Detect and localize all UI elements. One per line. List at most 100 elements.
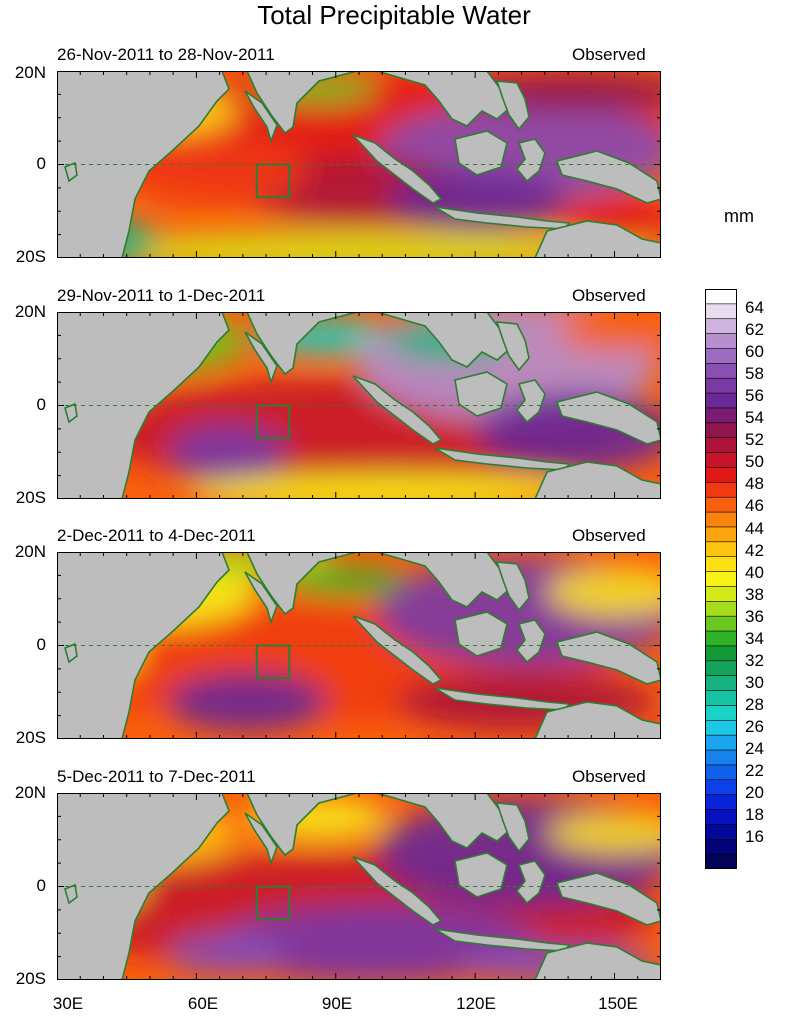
land-area — [376, 552, 514, 608]
land-area — [376, 312, 514, 368]
lat-label-20n: 20N — [14, 542, 46, 561]
colorbar-tick-label: 22 — [745, 761, 764, 781]
land-area — [139, 793, 358, 857]
colorbar-tick-label: 36 — [745, 606, 764, 626]
lat-label-20s: 20S — [15, 488, 46, 507]
map-panel-2 — [57, 312, 661, 499]
panel-2-label: Observed — [572, 286, 646, 305]
colorbar-swatch — [705, 615, 737, 632]
colorbar-swatch — [705, 511, 737, 528]
precip-water-map — [57, 71, 661, 258]
lat-label-20n: 20N — [14, 783, 46, 802]
panel-3-label: Observed — [572, 526, 646, 545]
region-box — [255, 644, 291, 680]
lat-label-20s: 20S — [15, 247, 46, 266]
land-area — [139, 552, 358, 616]
colorbar-swatch — [705, 809, 737, 825]
land-area — [64, 642, 78, 664]
colorbar-swatch — [705, 749, 737, 766]
units-label: mm — [724, 206, 754, 226]
lat-label-20n: 20N — [14, 63, 46, 82]
region-box — [255, 404, 291, 440]
colorbar-tick-label: 56 — [745, 386, 764, 406]
land-area — [376, 71, 514, 127]
colorbar-tick-label: 34 — [745, 628, 764, 648]
colorbar-swatch — [705, 318, 737, 335]
colorbar-swatch — [705, 601, 737, 617]
land-area — [555, 872, 661, 926]
lat-label-0: 0 — [36, 395, 46, 414]
panel-2-date-range: 29-Nov-2011 to 1-Dec-2011 — [57, 286, 266, 305]
colorbar-tick-label: 16 — [745, 827, 764, 847]
precip-water-map — [57, 793, 661, 980]
colorbar-swatch — [705, 422, 737, 439]
colorbar-tick-label: 38 — [745, 584, 764, 604]
colorbar-swatch — [705, 705, 737, 721]
colorbar-tick-label: 60 — [745, 342, 764, 362]
map-panel-1 — [57, 71, 661, 258]
colorbar-swatch — [705, 824, 737, 840]
region-box — [255, 885, 291, 921]
colorbar-swatch — [705, 645, 737, 662]
land-area — [64, 161, 78, 183]
land-area — [352, 856, 443, 926]
land-area — [57, 312, 230, 499]
lat-label-0: 0 — [36, 876, 46, 895]
panel-3-date-range: 2-Dec-2011 to 4-Dec-2011 — [57, 526, 256, 545]
land-area — [515, 138, 546, 183]
land-area — [352, 615, 443, 685]
lat-label-20s: 20S — [15, 969, 46, 988]
colorbar-swatch — [705, 764, 737, 781]
colorbar-swatch — [705, 333, 737, 350]
colorbar-swatch — [705, 630, 737, 647]
lat-label-20n: 20N — [14, 302, 46, 321]
land-area — [515, 619, 546, 664]
land-area — [495, 321, 530, 372]
land-area — [515, 860, 546, 905]
colorbar-swatch — [705, 482, 737, 498]
lon-label-150e: 150E — [598, 994, 638, 1013]
colorbar-tick-label: 52 — [745, 430, 764, 450]
land-area — [57, 793, 230, 980]
land-area — [139, 71, 358, 135]
land-area — [534, 942, 661, 980]
colorbar-tick-label: 48 — [745, 474, 764, 494]
land-area — [376, 793, 514, 849]
colorbar-swatch — [705, 690, 737, 707]
colorbar-swatch — [705, 853, 737, 869]
colorbar-swatch — [705, 348, 737, 364]
map-panel-3 — [57, 552, 661, 739]
colorbar-swatch — [705, 541, 737, 558]
colorbar-tick-label: 54 — [745, 408, 764, 428]
lon-label-90e: 90E — [321, 994, 353, 1013]
colorbar-swatch — [705, 571, 737, 588]
colorbar-swatch — [705, 303, 737, 320]
colorbar-swatch — [705, 392, 737, 409]
colorbar-tick-label: 20 — [745, 783, 764, 803]
land-area — [64, 883, 78, 905]
colorbar-swatch — [705, 675, 737, 692]
colorbar-tick-label: 58 — [745, 364, 764, 384]
panel-1-label: Observed — [572, 45, 646, 64]
colorbar-tick-label: 44 — [745, 518, 764, 538]
land-area — [244, 331, 278, 385]
panel-1-date-range: 26-Nov-2011 to 28-Nov-2011 — [57, 45, 275, 64]
colorbar-swatch — [705, 289, 737, 305]
lat-label-20s: 20S — [15, 728, 46, 747]
land-area — [555, 631, 661, 685]
colorbar-swatch — [705, 467, 737, 483]
colorbar-tick-label: 18 — [745, 805, 764, 825]
land-area — [139, 312, 358, 376]
colorbar-swatch — [705, 719, 737, 736]
colorbar-tick-label: 40 — [745, 562, 764, 582]
colorbar-tick-label: 46 — [745, 496, 764, 516]
colorbar-swatch — [705, 586, 737, 602]
land-area — [555, 391, 661, 445]
land-area — [244, 571, 278, 625]
land-area — [244, 90, 278, 144]
colorbar-swatch — [705, 496, 737, 513]
colorbar-swatch — [705, 526, 737, 543]
precip-water-map — [57, 312, 661, 499]
colorbar-swatch — [705, 556, 737, 573]
panel-4-label: Observed — [572, 767, 646, 786]
